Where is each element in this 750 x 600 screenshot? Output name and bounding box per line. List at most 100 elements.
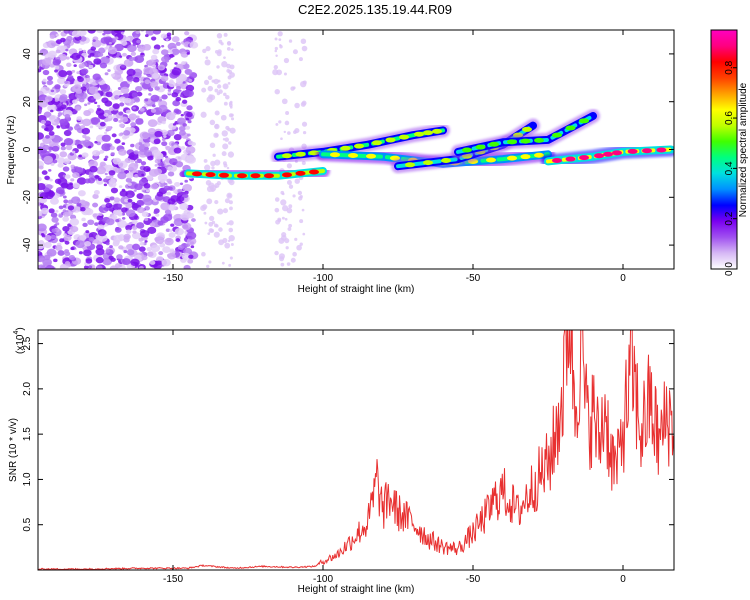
noise-speck: [275, 122, 279, 126]
noise-speck: [103, 178, 109, 183]
noise-speck: [166, 191, 172, 196]
noise-speck: [221, 130, 228, 137]
noise-speck: [97, 104, 101, 108]
noise-speck: [87, 177, 96, 184]
noise-speck: [119, 81, 130, 89]
x-tick-label: 0: [620, 273, 626, 284]
noise-speck: [96, 166, 107, 175]
noise-speck: [126, 249, 135, 256]
noise-speck: [104, 131, 108, 135]
noise-speck: [186, 52, 190, 55]
noise-speck: [38, 68, 42, 73]
noise-speck: [119, 190, 128, 197]
noise-speck: [88, 86, 99, 95]
noise-speck: [130, 258, 140, 267]
ridge-peak: [534, 137, 544, 143]
noise-speck: [111, 214, 118, 220]
ridge-peak: [192, 171, 202, 177]
noise-speck: [167, 252, 176, 260]
noise-speck: [54, 244, 63, 251]
noise-speck: [294, 237, 298, 241]
noise-speck: [64, 251, 71, 257]
snr-y-label: SNR (10 * v/v): [8, 418, 19, 482]
noise-speck: [118, 111, 124, 116]
noise-speck: [59, 89, 67, 95]
noise-speck: [224, 137, 230, 142]
noise-speck: [103, 36, 113, 44]
noise-speck: [41, 234, 46, 238]
noise-speck: [49, 178, 53, 182]
noise-speck: [180, 146, 186, 150]
noise-speck: [214, 159, 221, 166]
noise-speck: [150, 54, 158, 61]
noise-speck: [57, 250, 65, 256]
noise-speck: [144, 240, 148, 243]
noise-speck: [132, 232, 141, 240]
noise-speck: [101, 134, 111, 142]
spectrogram-noise: [38, 30, 308, 269]
noise-speck: [183, 89, 192, 97]
noise-speck: [222, 83, 229, 90]
noise-speck: [168, 204, 176, 211]
noise-speck: [183, 264, 191, 269]
noise-speck: [288, 39, 293, 43]
noise-speck: [217, 49, 222, 54]
ridge-peak: [348, 152, 358, 158]
noise-speck: [143, 165, 151, 173]
noise-speck: [123, 198, 129, 203]
noise-speck: [62, 195, 67, 199]
noise-speck: [103, 157, 108, 162]
noise-speck: [211, 79, 215, 83]
noise-speck: [62, 211, 70, 218]
noise-speck: [57, 114, 61, 118]
noise-speck: [94, 222, 99, 226]
ridge-peak: [475, 144, 486, 150]
noise-speck: [185, 145, 196, 154]
noise-speck: [141, 173, 145, 177]
noise-speck: [83, 265, 89, 269]
y-tick-label: -40: [22, 237, 33, 252]
noise-speck: [139, 107, 145, 112]
noise-speck: [61, 125, 66, 130]
noise-speck: [58, 214, 63, 218]
noise-speck: [55, 59, 62, 64]
noise-speck: [75, 123, 80, 127]
noise-speck: [122, 258, 131, 266]
noise-speck: [50, 212, 58, 218]
noise-speck: [43, 155, 54, 164]
noise-speck: [99, 121, 106, 127]
noise-speck: [174, 227, 184, 236]
noise-speck: [63, 199, 69, 204]
noise-speck: [205, 56, 209, 60]
ridge-peak: [462, 147, 472, 153]
noise-speck: [230, 242, 234, 246]
noise-speck: [284, 120, 290, 126]
noise-speck: [92, 73, 101, 81]
noise-speck: [40, 207, 49, 215]
noise-speck: [82, 222, 88, 228]
noise-speck: [142, 194, 152, 202]
noise-speck: [206, 264, 210, 269]
noise-speck: [81, 152, 89, 158]
noise-speck: [82, 49, 87, 53]
noise-speck: [121, 216, 126, 220]
noise-speck: [229, 206, 233, 211]
noise-speck: [207, 232, 211, 235]
noise-speck: [88, 145, 92, 149]
noise-speck: [174, 189, 178, 192]
noise-speck: [95, 108, 105, 116]
noise-speck: [71, 69, 76, 73]
noise-speck: [274, 207, 280, 213]
y-tick-label: 1.5: [22, 427, 33, 441]
noise-speck: [38, 108, 42, 114]
noise-speck: [132, 43, 137, 47]
colorbar: 0.0 0.2 0.4 0.6 0.8 Normalized spectral ampl…: [710, 29, 749, 276]
noise-speck: [133, 96, 140, 102]
noise-speck: [97, 229, 107, 237]
noise-speck: [122, 52, 127, 57]
noise-speck: [67, 205, 75, 211]
colorbar-tick-label: 0.0: [724, 262, 735, 276]
noise-speck: [179, 94, 183, 98]
snr-x-label: Height of straight line (km): [298, 584, 415, 595]
noise-speck: [284, 217, 288, 221]
